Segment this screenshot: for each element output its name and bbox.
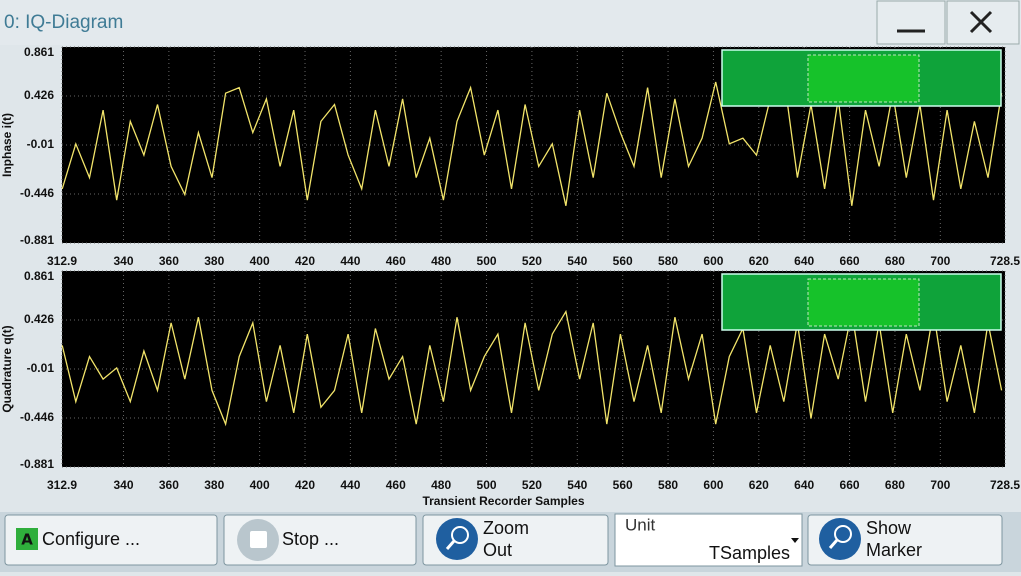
- x-tick-label: 460: [386, 478, 406, 492]
- x-tick-label: 340: [113, 254, 133, 268]
- icon: [834, 525, 852, 543]
- x-tick-label: 380: [204, 478, 224, 492]
- x-tick-label: 540: [567, 478, 587, 492]
- x-tick-label: 600: [703, 478, 723, 492]
- y-tick-label: 0.861: [24, 269, 54, 283]
- y-tick-label: 0.861: [24, 45, 54, 59]
- x-tick-label: 560: [613, 478, 633, 492]
- icon: [436, 518, 478, 560]
- x-tick-label: 520: [522, 254, 542, 268]
- button-bg[interactable]: [4, 514, 218, 566]
- icon: [819, 518, 861, 560]
- button-label: Marker: [866, 540, 922, 560]
- y-tick-label: -0.01: [27, 137, 55, 151]
- dropdown-bg[interactable]: [614, 513, 803, 567]
- x-tick-label: 680: [885, 478, 905, 492]
- dropdown-arrow: [791, 538, 799, 543]
- x-tick-label: 728.5: [990, 254, 1020, 268]
- x-tick-label: 440: [340, 478, 360, 492]
- y-tick-label: -0.881: [20, 457, 54, 471]
- x-tick-label: 312.9: [47, 478, 77, 492]
- x-tick-label: 480: [431, 254, 451, 268]
- overview-window: [807, 54, 920, 103]
- x-tick-label: 700: [930, 478, 950, 492]
- x-tick-label: 620: [749, 254, 769, 268]
- x-tick-label: 400: [250, 478, 270, 492]
- y-axis-label: Inphase i(t): [0, 113, 14, 177]
- x-tick-label: 400: [250, 254, 270, 268]
- x-tick-label: 660: [840, 478, 860, 492]
- x-tick-label: 340: [113, 478, 133, 492]
- x-tick-label: 440: [340, 254, 360, 268]
- unit-dropdown[interactable]: Unit TSamples: [614, 513, 803, 567]
- x-tick-label: 700: [930, 254, 950, 268]
- signal-line: [61, 309, 1003, 427]
- stop-button[interactable]: Stop ...: [223, 514, 417, 566]
- zoom-out-button[interactable]: Zoom Out: [422, 514, 609, 566]
- button-label: Configure ...: [42, 529, 140, 549]
- x-tick-label: 640: [794, 478, 814, 492]
- close-button[interactable]: [946, 0, 1020, 45]
- y-tick-label: -0.881: [20, 233, 54, 247]
- button-label: Show: [866, 518, 912, 538]
- x-tick-label: 560: [613, 254, 633, 268]
- button-label: Out: [483, 540, 512, 560]
- y-tick-label: -0.01: [27, 361, 55, 375]
- x-tick-label: 420: [295, 478, 315, 492]
- x-tick-label: 500: [477, 254, 497, 268]
- x-tick-label: 312.9: [47, 254, 77, 268]
- title-bar: [0, 0, 1021, 45]
- x-tick-label: 680: [885, 254, 905, 268]
- x-tick-label: 640: [794, 254, 814, 268]
- x-tick-label: 660: [840, 254, 860, 268]
- x-tick-label: 728.5: [990, 478, 1020, 492]
- button-label: Stop ...: [282, 529, 339, 549]
- x-tick-label: 360: [159, 478, 179, 492]
- minimize-bg[interactable]: [876, 0, 946, 45]
- y-axis-label: Quadrature q(t): [0, 325, 14, 412]
- x-tick-label: 480: [431, 478, 451, 492]
- x-tick-label: 380: [204, 254, 224, 268]
- button-label: Zoom: [483, 518, 529, 538]
- y-tick-label: -0.446: [20, 186, 54, 200]
- minimize-button[interactable]: [876, 0, 946, 45]
- x-tick-label: 520: [522, 478, 542, 492]
- x-tick-label: 600: [703, 254, 723, 268]
- overview-window: [807, 278, 920, 327]
- x-tick-label: 620: [749, 478, 769, 492]
- x-axis-label: Transient Recorder Samples: [422, 494, 584, 508]
- window-title: 0: IQ-Diagram: [4, 12, 123, 33]
- x-tick-label: 580: [658, 254, 678, 268]
- icon: [828, 539, 839, 549]
- x-tick-label: 360: [159, 254, 179, 268]
- configure-button[interactable]: A Configure ...: [4, 514, 218, 566]
- y-tick-label: 0.426: [24, 88, 54, 102]
- icon: [250, 531, 267, 548]
- signal-line: [61, 74, 1003, 206]
- dropdown-label: Unit: [625, 515, 656, 534]
- x-tick-label: 580: [658, 478, 678, 492]
- x-tick-label: 500: [477, 478, 497, 492]
- icon: [451, 526, 469, 544]
- y-tick-label: 0.426: [24, 312, 54, 326]
- icon: [16, 528, 38, 550]
- icon: [445, 540, 456, 550]
- x-tick-label: 540: [567, 254, 587, 268]
- show-marker-button[interactable]: Show Marker: [807, 514, 1003, 566]
- x-tick-label: 460: [386, 254, 406, 268]
- y-tick-label: -0.446: [20, 410, 54, 424]
- dropdown-value: TSamples: [709, 543, 790, 563]
- close-icon: [969, 10, 993, 34]
- icon-letter: A: [21, 531, 33, 549]
- x-tick-label: 420: [295, 254, 315, 268]
